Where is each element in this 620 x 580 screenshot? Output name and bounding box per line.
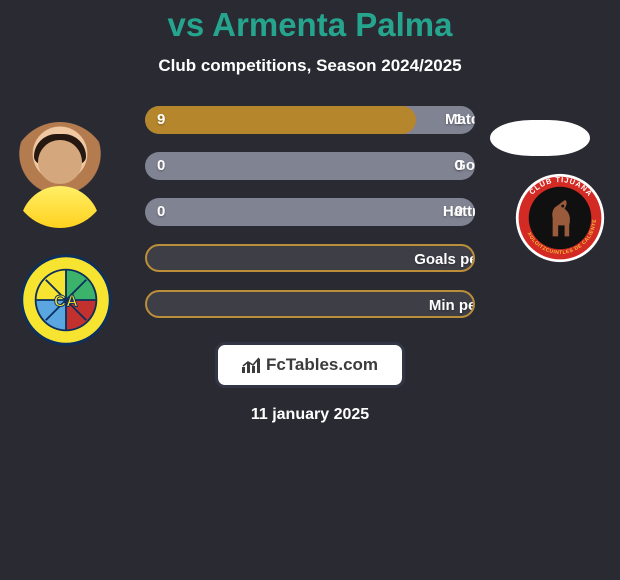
stat-label: Hattricks (310, 198, 475, 226)
bar-chart-icon (242, 357, 262, 373)
stat-label: Matches (310, 106, 475, 134)
stat-value-right: 1 (455, 106, 463, 134)
player-photo-right (490, 120, 590, 156)
stat-row-matches: 9 Matches 1 (145, 106, 475, 134)
page-subtitle: Club competitions, Season 2024/2025 (0, 56, 620, 76)
stat-value-left: 0 (157, 198, 165, 226)
stats-panel: 9 Matches 1 0 Goals 0 0 Hattricks 0 Goal… (145, 106, 475, 318)
comparison-card: vs Armenta Palma Club competitions, Seas… (0, 0, 620, 580)
club-crest-left: CA (20, 254, 112, 346)
stat-row-gpm: Goals per match (145, 244, 475, 272)
club-crest-right: CLUB TIJUANA XOLOITZCUINTLES DE CALIENTE (514, 172, 606, 264)
watermark-text: FcTables.com (266, 355, 378, 374)
stat-label: Min per goal (310, 292, 475, 318)
stat-label: Goals per match (310, 246, 475, 272)
stat-label: Goals (310, 152, 475, 180)
stat-value-right: 0 (455, 152, 463, 180)
stat-row-mpg: Min per goal (145, 290, 475, 318)
player-photo-left (10, 122, 110, 228)
stat-value-left: 9 (157, 106, 165, 134)
stat-value-left: 0 (157, 152, 165, 180)
stat-row-hattricks: 0 Hattricks 0 (145, 198, 475, 226)
page-title: vs Armenta Palma (0, 0, 620, 44)
stat-row-goals: 0 Goals 0 (145, 152, 475, 180)
snapshot-date: 11 january 2025 (0, 406, 620, 424)
fctables-watermark[interactable]: FcTables.com (215, 342, 405, 388)
svg-text:CA: CA (54, 291, 78, 310)
stat-value-right: 0 (455, 198, 463, 226)
